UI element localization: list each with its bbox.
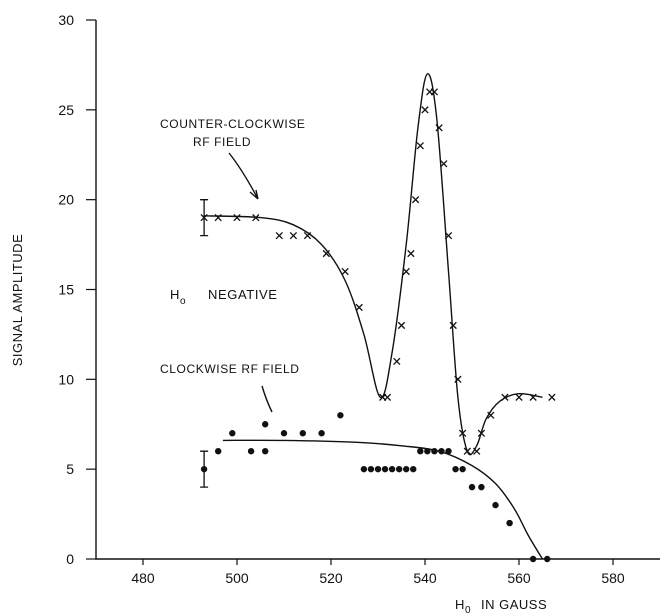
annotation-h0-sub: o — [180, 296, 186, 307]
data-point-x — [454, 375, 462, 383]
x-axis-label-sub: 0 — [465, 605, 471, 614]
y-tick-label: 25 — [58, 102, 74, 118]
data-point-dot — [459, 465, 466, 473]
data-point-dot — [417, 448, 424, 455]
annotation-ccw-line2: RF FIELD — [193, 135, 251, 149]
data-point-dot — [262, 448, 269, 455]
data-point-x — [515, 393, 523, 401]
data-point-x — [430, 88, 439, 96]
data-point-dot — [506, 519, 513, 527]
data-point-x — [252, 213, 260, 222]
data-point-x — [477, 429, 486, 437]
data-point-dot — [478, 483, 485, 491]
data-point-dot — [468, 483, 476, 491]
data-point-x — [435, 124, 443, 132]
y-tick-label: 15 — [58, 282, 74, 298]
data-point-x — [458, 429, 467, 437]
x-tick-label: 480 — [131, 570, 155, 586]
y-axis-label: SIGNAL AMPLITUDE — [10, 234, 25, 367]
data-point-x — [303, 231, 312, 240]
data-point-dot — [452, 465, 459, 473]
data-point-x — [383, 393, 392, 401]
annotation-ccw-arrow — [228, 152, 259, 200]
y-tick-label: 20 — [58, 192, 74, 208]
data-point-dot — [262, 421, 269, 428]
data-point-dot — [388, 465, 396, 473]
data-point-dot — [374, 465, 382, 473]
y-tick-label: 5 — [66, 461, 74, 477]
data-point-dot — [381, 465, 389, 473]
data-point-dot — [367, 465, 375, 473]
x-tick-label: 520 — [319, 570, 343, 586]
markers — [200, 88, 556, 563]
x-tick-label: 500 — [225, 570, 249, 586]
data-point-dot — [318, 430, 325, 437]
data-point-x — [440, 160, 448, 168]
data-point-dot — [410, 465, 417, 473]
data-point-x — [411, 196, 420, 204]
data-point-x — [397, 321, 406, 330]
data-point-dot — [395, 465, 403, 473]
data-point-dot — [431, 448, 438, 455]
data-point-dot — [424, 448, 431, 455]
data-point-dot — [544, 555, 551, 563]
data-point-x — [233, 213, 241, 222]
y-tick-label: 0 — [66, 551, 74, 567]
x-tick-label: 560 — [507, 570, 531, 586]
data-point-x — [407, 249, 415, 258]
data-point-x — [402, 267, 410, 276]
data-point-x — [473, 447, 481, 455]
data-point-x — [487, 411, 495, 419]
annotation-cw-tick — [261, 385, 273, 413]
data-point-x — [393, 357, 401, 366]
curves — [204, 73, 544, 560]
y-tick-label: 30 — [58, 12, 74, 28]
series-curve — [222, 439, 544, 560]
axes — [95, 20, 660, 560]
annotation-ccw-line1: COUNTER-CLOCKWISE — [160, 117, 306, 131]
data-point-dot — [529, 555, 537, 563]
data-point-x — [416, 142, 424, 150]
data-point-dot — [337, 412, 344, 419]
data-point-dot — [492, 501, 499, 509]
data-point-dot — [299, 430, 306, 437]
data-point-dot — [229, 430, 236, 437]
data-point-x — [214, 213, 222, 222]
data-point-x — [529, 393, 537, 401]
data-point-x — [289, 231, 298, 240]
data-point-x — [449, 321, 457, 330]
annotation-cw: CLOCKWISE RF FIELD — [160, 362, 299, 376]
x-axis-label-unit: IN GAUSS — [481, 597, 547, 612]
x-tick-label: 580 — [601, 570, 625, 586]
data-point-x — [548, 393, 556, 401]
data-point-x — [421, 106, 429, 114]
ticks: 0 5 10 15 20 25 30 480 500 520 540 560 580 — [58, 12, 624, 586]
data-point-x — [463, 447, 471, 455]
data-point-dot — [215, 448, 222, 455]
x-tick-label: 540 — [413, 570, 437, 586]
data-point-dot — [280, 430, 288, 437]
data-point-dot — [438, 448, 445, 455]
x-axis-label-main: H — [455, 597, 465, 612]
data-point-dot — [445, 448, 452, 455]
data-point-dot — [403, 465, 410, 473]
annotation-h0: H — [170, 287, 180, 302]
series-curve — [204, 73, 543, 456]
data-point-x — [275, 231, 283, 240]
annotation-negative: NEGATIVE — [208, 287, 278, 302]
data-point-x — [200, 213, 208, 222]
data-point-dot — [200, 465, 208, 473]
data-point-dot — [360, 465, 368, 473]
data-point-x — [322, 249, 330, 258]
y-tick-label: 10 — [58, 371, 74, 387]
data-point-x — [355, 303, 363, 312]
data-point-x — [501, 393, 509, 401]
data-point-dot — [247, 448, 255, 455]
data-point-x — [444, 231, 453, 240]
axis-lines — [95, 20, 660, 560]
data-point-x — [341, 267, 349, 276]
